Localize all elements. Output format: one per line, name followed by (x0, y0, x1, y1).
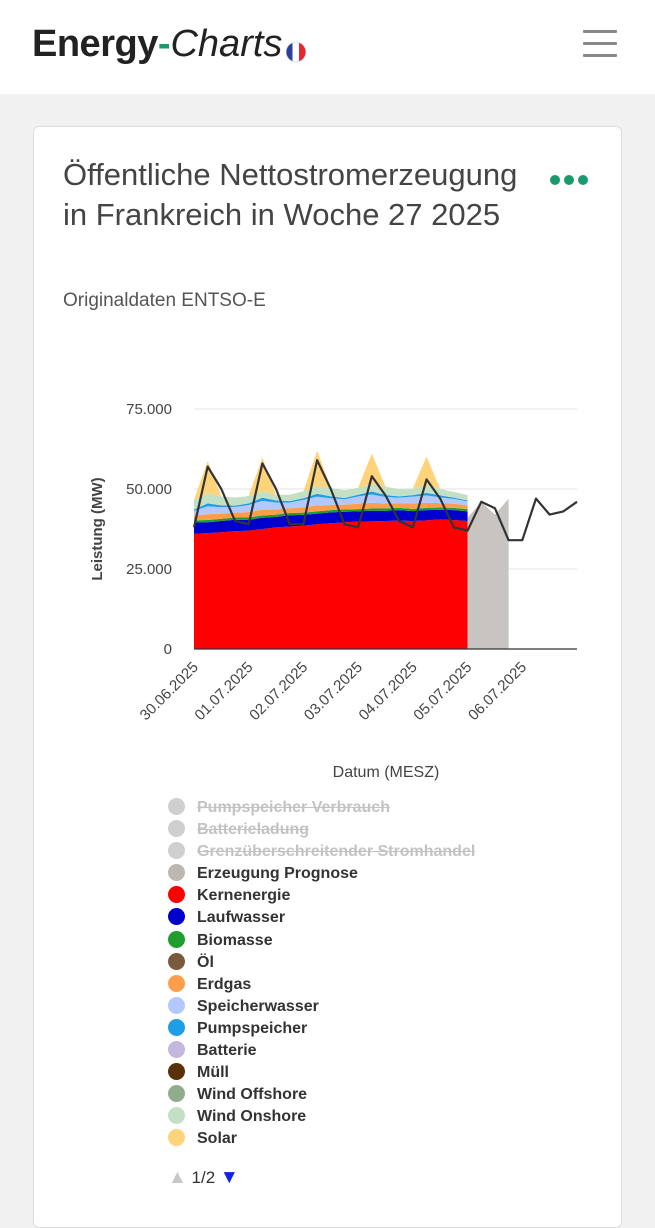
legend-item[interactable]: Laufwasser (168, 907, 475, 929)
x-tick-label: 30.06.2025 (137, 659, 202, 724)
line-series (192, 459, 578, 542)
x-tick-labels: 30.06.202501.07.202502.07.202503.07.2025… (137, 659, 530, 724)
logo-energy-text: Energy (32, 23, 158, 65)
legend-item[interactable]: Biomasse (168, 930, 475, 952)
line-last (192, 459, 578, 542)
x-tick-label: 03.07.2025 (301, 659, 366, 724)
area-biomasse (194, 507, 468, 523)
legend-label: Öl (197, 953, 214, 971)
legend-swatch (168, 842, 185, 860)
legend-label: Erzeugung Prognose (197, 865, 358, 883)
x-tick-label: 06.07.2025 (465, 659, 530, 724)
x-tick-label: 04.07.2025 (356, 659, 421, 724)
france-flag-icon (286, 42, 307, 62)
legend-item[interactable]: Pumpspeicher Verbrauch (168, 797, 475, 819)
legend-item[interactable]: Müll (168, 1062, 475, 1084)
legend-swatch (168, 908, 185, 926)
legend-item[interactable]: Batterieladung (168, 819, 475, 841)
x-axis-label: Datum (MESZ) (333, 764, 440, 781)
legend-swatch (168, 798, 185, 815)
legend-item[interactable]: Wind Onshore (168, 1106, 475, 1128)
legend-item[interactable]: Speicherwasser (168, 996, 475, 1018)
logo-charts-text: Charts (170, 23, 283, 65)
area-series (194, 450, 509, 649)
legend-label: Batterieladung (197, 821, 310, 839)
top-navbar: Energy-Charts (0, 0, 655, 94)
legend-label: Solar (197, 1130, 238, 1148)
chart-svg: 0 25.000 50.000 75.000 30.06.202501.07.2025… (89, 401, 578, 781)
area-pumpspeicher (194, 491, 468, 511)
y-tick-label: 50.000 (126, 481, 172, 498)
area-speicherwasser (194, 494, 468, 516)
hamburger-menu-icon[interactable] (583, 28, 619, 60)
y-tick-labels: 0 25.000 50.000 75.000 (126, 401, 172, 658)
legend-swatch (168, 886, 185, 904)
legend-pager: ▲ 1/2 ▼ (168, 1167, 239, 1189)
triangle-down-icon[interactable]: ▼ (219, 1167, 239, 1188)
more-dots-icon[interactable] (550, 173, 588, 187)
legend-page-indicator: 1/2 (191, 1168, 216, 1187)
logo-dash: - (157, 23, 171, 65)
legend-item[interactable]: Pumpspeicher (168, 1018, 475, 1040)
area-erdgas (194, 502, 468, 521)
chart-legend: Pumpspeicher Verbrauch Batterieladung Gren… (168, 797, 475, 1151)
legend-swatch (168, 952, 185, 970)
triangle-up-icon[interactable]: ▲ (168, 1167, 187, 1188)
legend-label: Erdgas (197, 975, 252, 993)
legend-label: Müll (197, 1064, 229, 1082)
legend-item[interactable]: Batterie (168, 1040, 475, 1062)
legend-swatch (168, 1018, 185, 1036)
legend-swatch (168, 1129, 185, 1147)
legend-item[interactable]: Wind Offshore (168, 1084, 475, 1106)
legend-swatch (168, 930, 185, 948)
area-wind-onshore (194, 483, 468, 510)
legend-label: Wind Offshore (197, 1086, 308, 1104)
legend-swatch (168, 996, 185, 1014)
legend-item[interactable]: Öl (168, 952, 475, 974)
legend-item[interactable]: Grenzüberschreitender Stromhandel (168, 841, 475, 863)
area-erzeugung-prognose (467, 498, 509, 649)
y-axis-label: Leistung (MW) (89, 477, 106, 580)
legend-swatch (168, 1085, 185, 1103)
area-kernenergie (194, 519, 468, 649)
legend-item[interactable]: Erzeugung Prognose (168, 863, 475, 885)
chart-title: Öffentliche Nettostromerzeugung in Frank… (63, 157, 518, 232)
legend-label: Speicherwasser (197, 997, 319, 1015)
legend-item[interactable]: Kernenergie (168, 885, 475, 907)
legend-swatch (168, 864, 185, 882)
energy-charts-logo[interactable]: Energy-Charts (32, 20, 307, 68)
legend-label: Pumpspeicher (197, 1019, 308, 1037)
legend-label: Pumpspeicher Verbrauch (197, 799, 390, 816)
x-tick-label: 02.07.2025 (246, 659, 311, 724)
legend-item[interactable]: Erdgas (168, 974, 475, 996)
y-tick-label: 0 (164, 641, 172, 658)
chart-subtitle: Originaldaten ENTSO-E (63, 290, 266, 311)
legend-item[interactable]: Solar (168, 1128, 475, 1150)
legend-label: Batterie (197, 1042, 257, 1060)
legend-swatch (168, 1041, 185, 1059)
legend-label: Grenzüberschreitender Stromhandel (197, 843, 476, 861)
legend-label: Wind Onshore (197, 1108, 307, 1126)
legend-label: Biomasse (197, 931, 273, 949)
x-tick-label: 01.07.2025 (191, 659, 256, 724)
legend-label: Kernenergie (197, 887, 291, 905)
legend-swatch (168, 1063, 185, 1081)
x-tick-label: 05.07.2025 (410, 659, 475, 724)
legend-swatch (168, 820, 185, 838)
chart-card: Öffentliche Nettostromerzeugung in Frank… (33, 126, 622, 1228)
y-tick-label: 25.000 (126, 561, 172, 578)
area-laufwasser (194, 509, 468, 534)
legend-swatch (168, 1107, 185, 1125)
y-tick-label: 75.000 (126, 401, 172, 418)
legend-label: Laufwasser (197, 909, 286, 927)
legend-swatch (168, 974, 185, 992)
